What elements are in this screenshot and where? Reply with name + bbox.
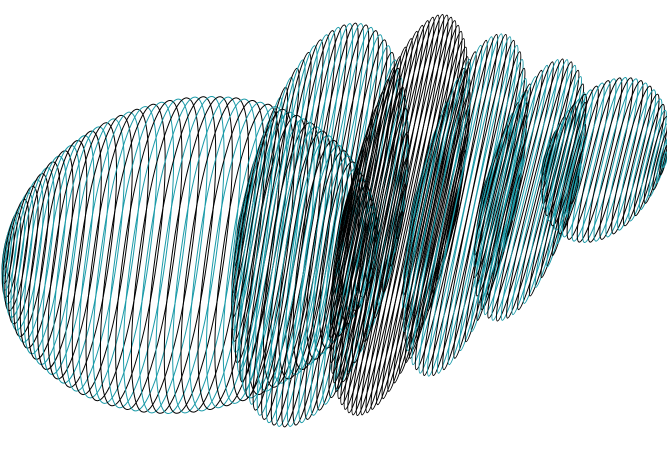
wire-ring (611, 85, 653, 235)
wire-ring (599, 80, 644, 240)
wire-ring (239, 67, 300, 383)
lobe-mid-1 (230, 22, 410, 428)
lobe-left (1, 96, 379, 414)
wire-ring (652, 129, 667, 191)
wire-ring (477, 76, 538, 304)
wire-ring (78, 111, 141, 399)
wire-ring (265, 26, 342, 424)
wire-ring (155, 96, 225, 414)
wire-ring (547, 98, 582, 222)
wire-ring (450, 197, 460, 233)
wire-ring (480, 69, 543, 311)
wire-ring (617, 89, 657, 231)
wire-ring (286, 23, 365, 427)
wire-ring (13, 173, 50, 337)
wire-ring (351, 14, 440, 416)
wire-ring (334, 38, 413, 392)
wire-ring (416, 91, 471, 339)
wire-ring (593, 78, 639, 242)
wire-ring (172, 96, 242, 414)
wire-ring (270, 24, 348, 426)
wire-ring (10, 179, 44, 331)
wire-ring (261, 30, 336, 420)
wire-ring (553, 89, 593, 231)
wire-ring (495, 58, 565, 322)
wire-ring (130, 97, 200, 413)
wire-ring (248, 45, 318, 405)
wire-ring (633, 103, 665, 217)
wire-ring (214, 103, 281, 407)
wire-ring (587, 77, 634, 243)
lobe-right-2 (540, 76, 667, 244)
wire-ring (582, 76, 628, 244)
wire-ring (59, 122, 118, 388)
wire-ring (53, 126, 110, 384)
wire-ring (566, 80, 611, 240)
wire-ring (255, 118, 315, 392)
wire-ring (487, 61, 554, 319)
wire-ring (92, 106, 158, 404)
wire-ring (561, 82, 605, 238)
wire-ring (16, 167, 55, 343)
wire-ring (85, 108, 150, 402)
wire-ring (188, 98, 258, 412)
wire-ring (331, 133, 368, 297)
wire-ring (147, 96, 217, 414)
wire-ring (316, 39, 388, 411)
wire-ring (474, 92, 526, 288)
wire-ring (304, 30, 379, 420)
wire-ring (638, 109, 667, 211)
wire-ring (622, 93, 660, 227)
wire-ring (138, 96, 208, 414)
wire-ring (65, 118, 125, 392)
wire-ring (252, 39, 324, 411)
wire-ring (231, 119, 272, 331)
wire-ring (107, 101, 175, 409)
wire-ring (331, 56, 402, 374)
wire-ring (571, 78, 617, 242)
wire-ring (550, 93, 588, 227)
wire-ring (557, 85, 599, 235)
wire-ring (475, 83, 532, 297)
wire-ring (659, 144, 667, 176)
wire-ring (576, 77, 623, 243)
wire-ring (242, 59, 306, 391)
wire-ring (281, 22, 359, 428)
wire-ring (115, 99, 183, 411)
wire-ring (275, 23, 354, 427)
wire-ring (540, 101, 587, 279)
wire-ring (163, 96, 233, 414)
wire-ring (656, 136, 667, 184)
lobe-right-1 (473, 58, 587, 322)
wire-ring (205, 101, 273, 409)
wire-ring (71, 114, 133, 396)
wire-ring (506, 61, 573, 319)
wire-ring (245, 51, 312, 399)
wire-ring (543, 109, 572, 211)
wire-ring (355, 13, 445, 417)
wire-ring (628, 98, 663, 222)
wire-ring (332, 46, 408, 384)
lobe-mid-3 (402, 33, 528, 377)
wire-ring (122, 98, 192, 412)
wire-ring (370, 20, 457, 410)
wire-ring (340, 24, 424, 406)
wire-ring (491, 59, 560, 321)
wire-ring (337, 30, 419, 400)
wire-ring (392, 46, 468, 384)
wire-ring (347, 16, 435, 414)
wire-ring (99, 103, 166, 407)
wire-ring (483, 64, 549, 316)
wire-ring (545, 103, 577, 217)
wire-ring (605, 82, 649, 238)
wire-ring (376, 24, 460, 406)
wire-ring (343, 20, 430, 410)
wire-ring (256, 34, 330, 416)
wire-ring (473, 101, 520, 279)
